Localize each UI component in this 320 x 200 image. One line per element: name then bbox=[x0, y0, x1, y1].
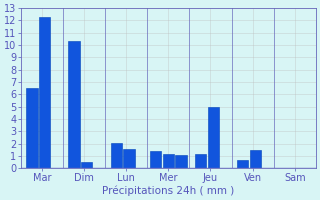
Bar bbox=[150, 151, 161, 168]
Bar bbox=[163, 154, 174, 168]
Bar bbox=[195, 154, 206, 168]
Bar bbox=[39, 17, 50, 168]
Bar bbox=[68, 41, 80, 168]
Bar bbox=[250, 150, 261, 168]
Bar bbox=[208, 107, 219, 168]
Bar bbox=[175, 155, 187, 168]
Bar bbox=[26, 88, 37, 168]
Bar bbox=[123, 149, 134, 168]
X-axis label: Précipitations 24h ( mm ): Précipitations 24h ( mm ) bbox=[102, 185, 234, 196]
Bar bbox=[81, 162, 92, 168]
Bar bbox=[237, 160, 248, 168]
Bar bbox=[111, 143, 122, 168]
